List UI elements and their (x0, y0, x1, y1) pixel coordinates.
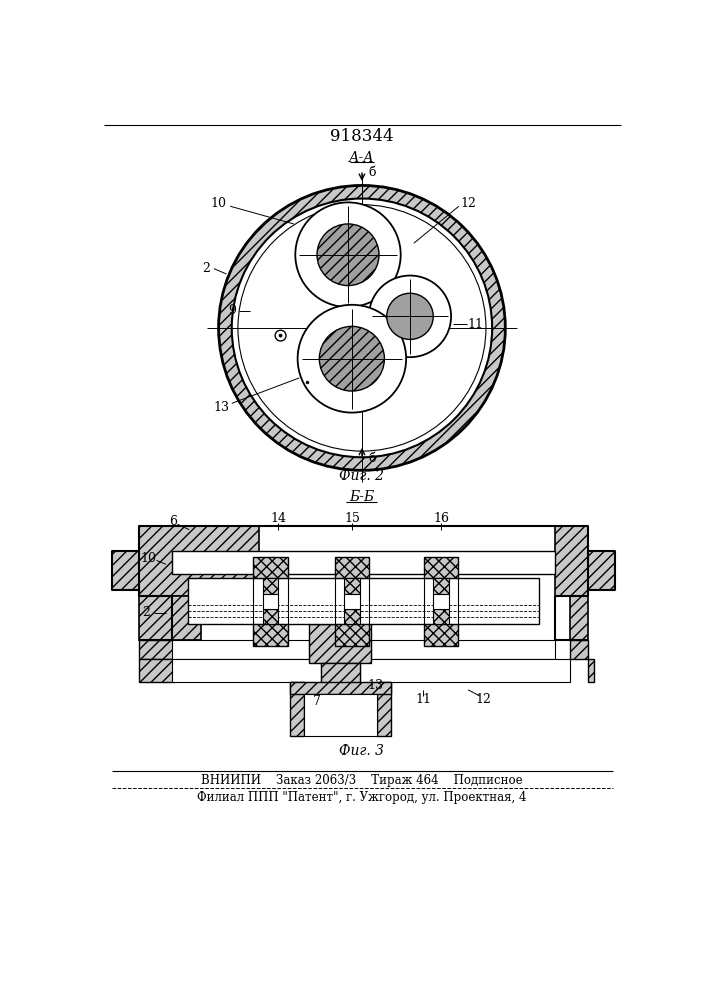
Circle shape (279, 334, 282, 337)
Bar (139, 526, 259, 596)
Bar (344, 594, 360, 609)
Bar (571, 596, 588, 640)
Text: 16: 16 (433, 512, 449, 525)
Bar (139, 640, 201, 659)
Text: б: б (368, 452, 375, 465)
Text: А-А: А-А (349, 151, 375, 165)
Text: 14: 14 (270, 512, 286, 525)
Bar (424, 578, 458, 624)
Circle shape (317, 224, 379, 286)
Circle shape (218, 185, 506, 470)
Circle shape (298, 305, 406, 413)
Text: Фиг. 2: Фиг. 2 (339, 469, 385, 483)
Bar (253, 557, 288, 578)
Bar (335, 557, 369, 578)
Bar (187, 578, 539, 624)
Text: Филиал ППП "Патент", г. Ужгород, ул. Проектная, 4: Филиал ППП "Патент", г. Ужгород, ул. Про… (197, 791, 527, 804)
Circle shape (232, 199, 492, 457)
Bar (263, 578, 279, 594)
Bar (588, 659, 594, 682)
Text: 12: 12 (460, 197, 476, 210)
Bar (571, 640, 588, 659)
Circle shape (320, 326, 385, 391)
Text: 11: 11 (468, 318, 484, 331)
Text: 13: 13 (367, 679, 383, 692)
Bar (371, 640, 555, 659)
Circle shape (296, 202, 401, 307)
Text: 15: 15 (344, 512, 360, 525)
Text: 11: 11 (415, 693, 431, 706)
Bar (588, 551, 615, 590)
Text: 13: 13 (214, 401, 230, 414)
Bar (290, 682, 391, 694)
Bar (112, 551, 139, 590)
Circle shape (369, 276, 451, 357)
Bar (335, 624, 369, 646)
Bar (309, 624, 371, 663)
Bar (424, 557, 458, 578)
Circle shape (387, 293, 433, 339)
Bar (360, 659, 571, 682)
Text: Б-Б: Б-Б (349, 490, 375, 504)
Bar (172, 551, 555, 574)
Bar (253, 578, 288, 624)
Text: 918344: 918344 (330, 128, 394, 145)
Bar (172, 659, 321, 682)
Bar (263, 594, 279, 609)
Text: 9: 9 (228, 304, 235, 317)
Bar (555, 526, 588, 596)
Bar (263, 609, 279, 624)
Text: 2: 2 (202, 262, 210, 275)
Text: б: б (368, 166, 375, 179)
Bar (290, 682, 304, 736)
Text: 6: 6 (169, 515, 177, 528)
Circle shape (238, 205, 486, 451)
Bar (139, 659, 174, 682)
Bar (433, 609, 449, 624)
Bar (377, 682, 391, 736)
Text: 10: 10 (141, 552, 157, 565)
Bar (172, 640, 309, 659)
Bar (424, 624, 458, 646)
Bar (253, 624, 288, 646)
Text: 12: 12 (476, 693, 491, 706)
Bar (335, 578, 369, 624)
Bar (433, 578, 449, 594)
Bar (321, 663, 360, 694)
Bar (344, 578, 360, 594)
Text: Фиг. 3: Фиг. 3 (339, 744, 385, 758)
Bar (433, 594, 449, 609)
Text: 10: 10 (211, 197, 226, 210)
Text: ВНИИПИ    Заказ 2063/3    Тираж 464    Подписное: ВНИИПИ Заказ 2063/3 Тираж 464 Подписное (201, 774, 522, 787)
Text: 2: 2 (143, 606, 151, 619)
Bar (344, 609, 360, 624)
Text: 7: 7 (313, 695, 321, 708)
Bar (304, 694, 377, 736)
Bar (139, 596, 201, 640)
Circle shape (275, 330, 286, 341)
